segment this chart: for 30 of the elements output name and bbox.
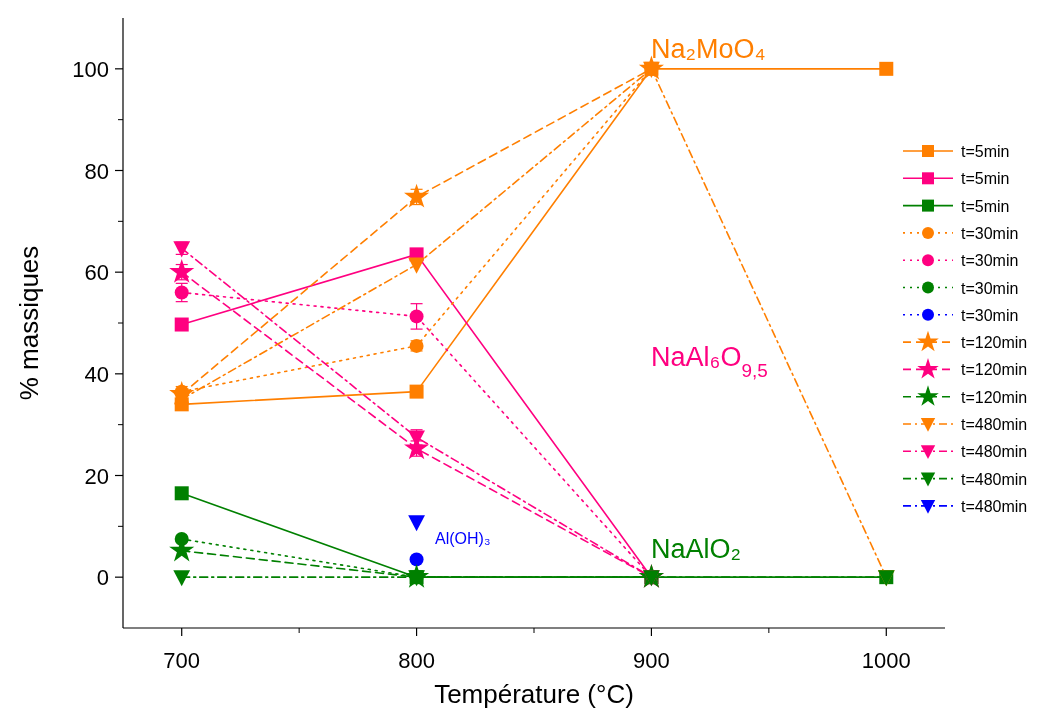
annotation: NaAlO₂ [651,534,742,564]
y-axis-title: % massiques [14,245,44,401]
legend-label: t=30min [961,224,1019,242]
legend-label: t=30min [961,252,1019,270]
legend-label: t=5min [961,170,1010,188]
legend-label: t=30min [961,279,1019,297]
y-tick-label: 100 [72,56,109,82]
legend-label: t=120min [961,361,1028,379]
x-tick-label: 700 [163,648,201,673]
legend-label: t=120min [961,388,1028,406]
y-tick-label: 40 [84,361,109,387]
y-tick-label: 60 [84,260,109,286]
legend-label: t=480min [961,470,1028,488]
annotation: Al(OH)₃ [435,530,491,547]
legend-label: t=480min [961,443,1028,461]
x-axis-title: Température (°C) [434,679,634,709]
legend-label: t=30min [961,306,1019,324]
y-tick-label: 20 [84,463,109,489]
legend-label: t=5min [961,143,1010,160]
x-tick-label: 800 [398,648,435,673]
x-tick-label: 1000 [861,648,911,673]
legend-label: t=120min [961,334,1028,352]
annotation: Na₂MoO₄ [651,34,766,64]
legend-label: t=480min [961,416,1028,433]
legend-label: t=480min [961,497,1028,515]
annotation: NaAl₆O$_{9,5}$ [651,342,768,381]
x-tick-label: 900 [633,648,670,673]
legend-label: t=5min [961,197,1010,215]
y-tick-label: 0 [96,565,109,591]
y-tick-label: 80 [84,158,109,184]
